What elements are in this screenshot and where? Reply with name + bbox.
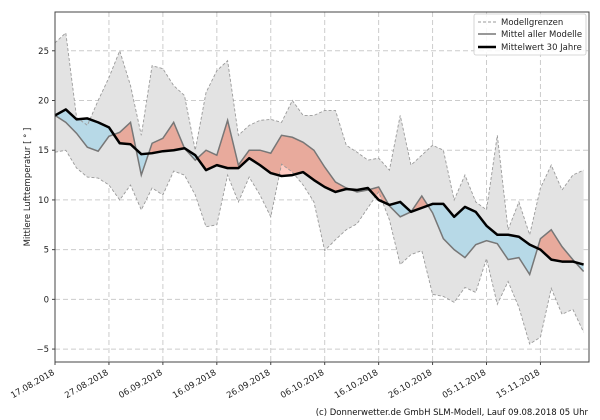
x-tick-label: 16.10.2018 — [333, 368, 380, 401]
series-lines — [54, 31, 585, 345]
y-tick-label: 10 — [38, 196, 49, 206]
x-tick-label: 27.08.2018 — [63, 368, 110, 401]
lower-model-limit-line — [54, 149, 585, 345]
legend-label-model-mean: Mittel aller Modelle — [501, 30, 582, 40]
x-tick-label: 06.10.2018 — [279, 368, 326, 401]
model-range-band — [55, 32, 584, 345]
x-tick-label: 26.09.2018 — [225, 368, 272, 401]
x-tick-label: 05.11.2018 — [441, 368, 488, 401]
legend-box — [473, 13, 587, 56]
x-tick-label: 26.10.2018 — [387, 368, 434, 401]
credit-text: (c) Donnerwetter.de GmbH SLM-Modell, Lau… — [316, 408, 589, 418]
climate-mean-30-years-line — [54, 108, 584, 266]
plot-frame — [54, 11, 590, 363]
model-mean-line — [54, 114, 585, 277]
x-axis: 17.08.2018 27.08.2018 06.09.2018 16.09.2018… — [9, 362, 542, 401]
x-tick-label: 15.11.2018 — [495, 368, 542, 401]
x-tick-label: 06.09.2018 — [117, 368, 164, 401]
legend: Modellgrenzen Mittel aller Modelle Mitte… — [473, 13, 587, 56]
legend-label-modellgrenzen: Modellgrenzen — [501, 18, 563, 28]
y-tick-label: 5 — [44, 246, 49, 256]
y-tick-label: 15 — [38, 146, 49, 156]
y-axis: −5 0 5 10 15 20 25 — [36, 47, 55, 355]
area-fills — [55, 32, 584, 345]
y-tick-label: −5 — [36, 345, 49, 355]
legend-label-climate-mean: Mittelwert 30 Jahre — [501, 43, 582, 53]
y-tick-label: 25 — [38, 47, 49, 57]
x-tick-label: 17.08.2018 — [9, 368, 56, 401]
upper-model-limit-line — [54, 31, 584, 237]
y-tick-label: 20 — [38, 96, 49, 106]
y-tick-label: 0 — [44, 295, 49, 305]
x-tick-label: 16.09.2018 — [171, 368, 218, 401]
y-axis-label: Mittlere Lufttemperatur [ ° ] — [23, 128, 33, 247]
